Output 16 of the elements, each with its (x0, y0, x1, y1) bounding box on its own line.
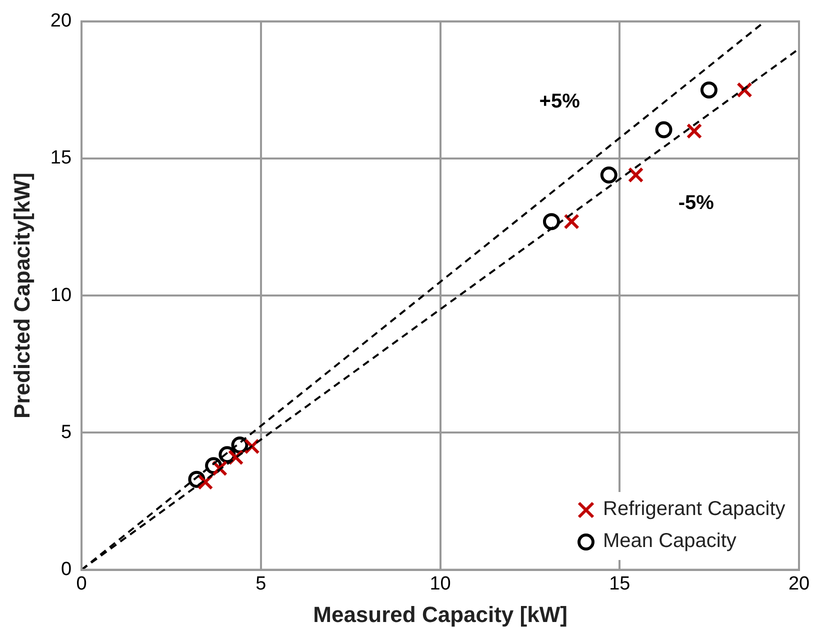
y-tick-label: 5 (60, 422, 72, 443)
x-axis-title: Measured Capacity [kW] (313, 602, 568, 627)
x-tick-label: 20 (788, 573, 810, 594)
y-axis-title: Predicted Capacity[kW] (9, 172, 34, 418)
y-tick-label: 20 (50, 10, 72, 32)
x-tick-label: 0 (76, 573, 87, 594)
annotation: +5% (539, 90, 580, 113)
x-tick-label: 5 (256, 573, 266, 594)
y-tick-label: 10 (50, 284, 72, 306)
y-tick-label: 15 (50, 148, 72, 169)
x-tick-label: 15 (609, 573, 630, 594)
legend-label: Mean Capacity (603, 530, 736, 554)
y-tick-label: 0 (60, 559, 72, 580)
x-tick-label: 10 (430, 573, 451, 594)
legend-label: Refrigerant Capacity (603, 498, 786, 522)
annotation: -5% (678, 192, 714, 214)
